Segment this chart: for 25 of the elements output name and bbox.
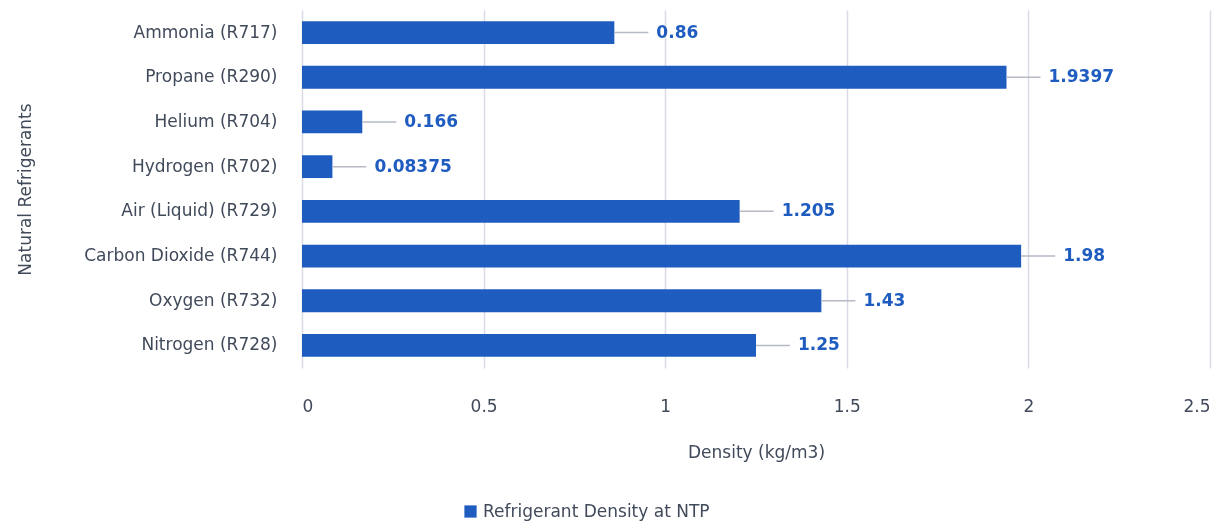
data-label: 1.25 [798,334,840,355]
data-label: 0.166 [404,110,459,131]
x-tick-label: 2.5 [1183,395,1211,416]
x-tick-label: 1 [660,395,672,416]
data-label: 1.98 [1063,245,1106,266]
y-tick-label: Nitrogen (R728) [141,334,278,355]
y-tick-label: Helium (R704) [154,110,278,131]
y-tick-label: Air (Liquid) (R729) [121,200,278,221]
y-tick-label: Carbon Dioxide (R744) [84,245,278,266]
data-label: 1.9397 [1048,66,1115,87]
legend-label: Refrigerant Density at NTP [483,500,710,521]
y-tick-label: Hydrogen (R702) [131,155,278,176]
y-tick-label: Propane (R290) [145,66,278,87]
x-tick-label: 0 [302,395,314,416]
y-axis-title: Natural Refrigerants [14,103,35,276]
data-label: 1.43 [863,289,906,310]
x-tick-label: 0.5 [470,395,498,416]
data-label: 0.08375 [374,155,452,176]
x-tick-label: 1.5 [833,395,861,416]
y-tick-label: Oxygen (R732) [149,289,278,310]
data-label: 0.86 [656,21,699,42]
x-tick-label: 2 [1023,395,1035,416]
x-axis-title: Density (kg/m3) [687,441,826,462]
y-tick-label: Ammonia (R717) [133,21,278,42]
data-label: 1.205 [781,200,836,221]
